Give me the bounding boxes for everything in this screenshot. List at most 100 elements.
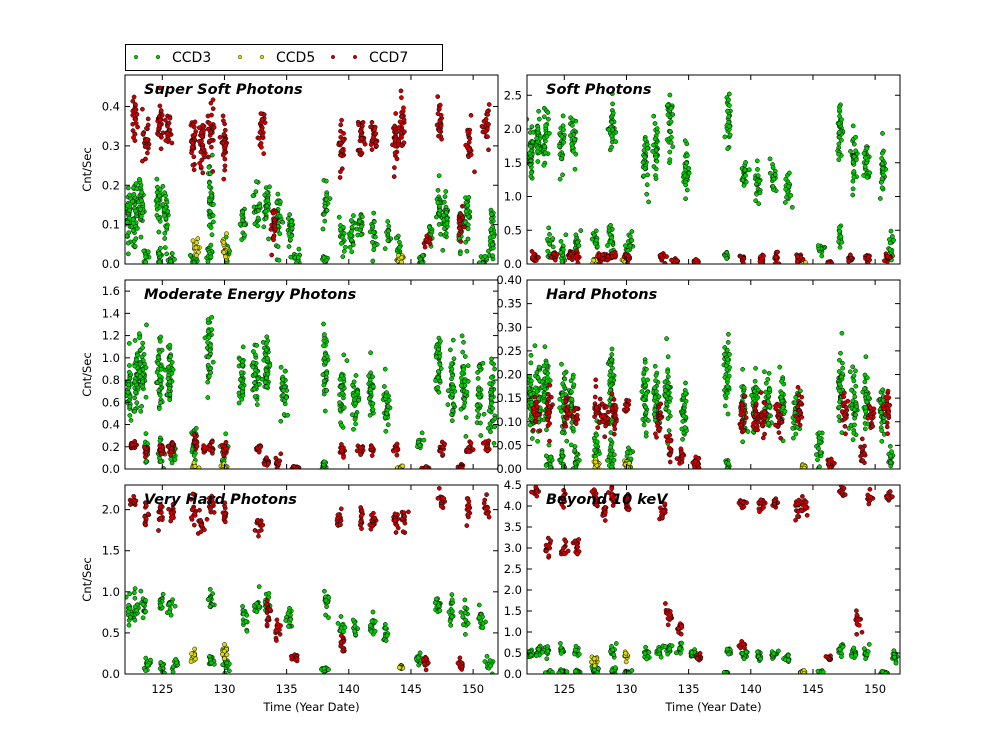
data-point-ccd7	[220, 152, 226, 158]
data-point-ccd3	[609, 346, 615, 352]
data-point-ccd3	[563, 232, 569, 238]
data-point-ccd7	[266, 461, 271, 466]
data-point-ccd3	[274, 199, 280, 205]
data-point-ccd3	[837, 228, 842, 234]
data-point-ccd7	[220, 113, 226, 119]
data-point-ccd3	[321, 255, 327, 261]
data-point-ccd3	[435, 375, 441, 380]
data-point-ccd3	[879, 150, 885, 156]
data-point-ccd3	[436, 389, 442, 395]
data-point-ccd7	[221, 118, 226, 124]
data-point-ccd7	[546, 396, 551, 402]
data-point-ccd3	[252, 380, 257, 386]
data-point-ccd3	[262, 379, 268, 385]
data-point-ccd5	[224, 231, 229, 237]
data-point-ccd3	[282, 368, 288, 374]
data-point-ccd7	[885, 253, 890, 259]
data-point-ccd3	[324, 388, 330, 393]
data-point-ccd3	[486, 248, 491, 254]
data-point-ccd3	[167, 342, 173, 348]
data-point-ccd7	[778, 412, 784, 418]
data-point-ccd3	[528, 392, 534, 397]
data-point-ccd3	[665, 416, 671, 421]
data-point-ccd5	[191, 460, 197, 466]
data-point-ccd3	[766, 393, 771, 399]
data-point-ccd3	[762, 369, 767, 375]
data-point-ccd3	[550, 236, 556, 241]
data-point-ccd5	[223, 254, 228, 260]
data-point-ccd3	[264, 334, 270, 340]
data-point-ccd3	[324, 192, 329, 198]
data-point-ccd3	[682, 391, 688, 396]
data-point-ccd3	[458, 383, 464, 388]
data-point-ccd7	[339, 148, 345, 153]
data-point-ccd7	[693, 454, 699, 460]
data-point-ccd3	[449, 376, 454, 382]
data-point-ccd3	[786, 183, 792, 189]
data-point-ccd7	[422, 244, 428, 250]
data-point-ccd7	[140, 106, 145, 112]
data-point-ccd7	[603, 423, 608, 429]
data-point-ccd7	[198, 149, 204, 155]
data-point-ccd3	[464, 389, 470, 395]
data-point-ccd7	[679, 459, 685, 465]
data-point-ccd3	[444, 216, 450, 222]
data-point-ccd3	[665, 369, 670, 375]
data-point-ccd3	[207, 343, 213, 348]
data-point-ccd7	[135, 124, 140, 130]
data-point-ccd3	[529, 124, 535, 130]
data-point-ccd3	[280, 392, 286, 398]
data-point-ccd3	[853, 368, 858, 374]
data-point-ccd7	[530, 254, 535, 260]
data-point-ccd7	[339, 442, 344, 447]
data-point-ccd3	[853, 134, 858, 140]
data-point-ccd3	[887, 247, 893, 252]
data-point-ccd7	[848, 252, 853, 258]
data-point-ccd3	[652, 395, 658, 400]
data-point-ccd7	[740, 260, 746, 264]
data-point-ccd7	[354, 448, 360, 454]
data-point-ccd7	[466, 449, 472, 454]
data-point-ccd7	[600, 256, 606, 262]
data-point-ccd7	[399, 114, 405, 120]
data-point-ccd3	[488, 389, 493, 395]
data-point-ccd7	[842, 423, 848, 429]
data-point-ccd3	[158, 400, 163, 405]
data-point-ccd3	[474, 403, 480, 409]
data-point-ccd7	[373, 139, 379, 145]
data-point-ccd3	[606, 127, 612, 133]
data-point-ccd7	[483, 128, 489, 134]
data-point-ccd3	[125, 240, 131, 246]
data-point-ccd3	[240, 218, 245, 223]
data-point-ccd3	[888, 460, 894, 466]
data-point-ccd3	[338, 384, 344, 390]
data-point-ccd7	[271, 235, 276, 240]
data-point-ccd7	[758, 390, 764, 395]
data-point-ccd3	[836, 414, 842, 419]
data-point-ccd3	[206, 373, 212, 379]
data-point-ccd7	[209, 439, 215, 445]
data-point-ccd3	[609, 144, 614, 150]
data-point-ccd7	[396, 138, 402, 144]
data-point-ccd3	[682, 402, 687, 408]
data-point-ccd3	[623, 243, 628, 248]
data-point-ccd3	[207, 348, 213, 353]
data-point-ccd3	[863, 409, 868, 414]
data-point-ccd3	[664, 336, 669, 341]
data-point-ccd3	[652, 407, 658, 413]
data-point-ccd3	[850, 437, 856, 443]
data-point-ccd3	[158, 366, 164, 372]
data-point-ccd3	[528, 173, 534, 179]
data-point-ccd7	[278, 451, 284, 457]
data-point-ccd3	[489, 395, 494, 401]
data-point-ccd7	[597, 396, 603, 402]
data-point-ccd3	[475, 407, 480, 413]
data-point-ccd3	[265, 355, 270, 361]
data-point-ccd3	[609, 133, 615, 139]
data-point-ccd3	[350, 412, 355, 418]
data-point-ccd3	[816, 430, 822, 436]
data-point-ccd7	[612, 426, 618, 432]
data-point-ccd7	[660, 255, 665, 261]
data-point-ccd7	[209, 144, 214, 150]
data-point-ccd3	[609, 352, 615, 357]
